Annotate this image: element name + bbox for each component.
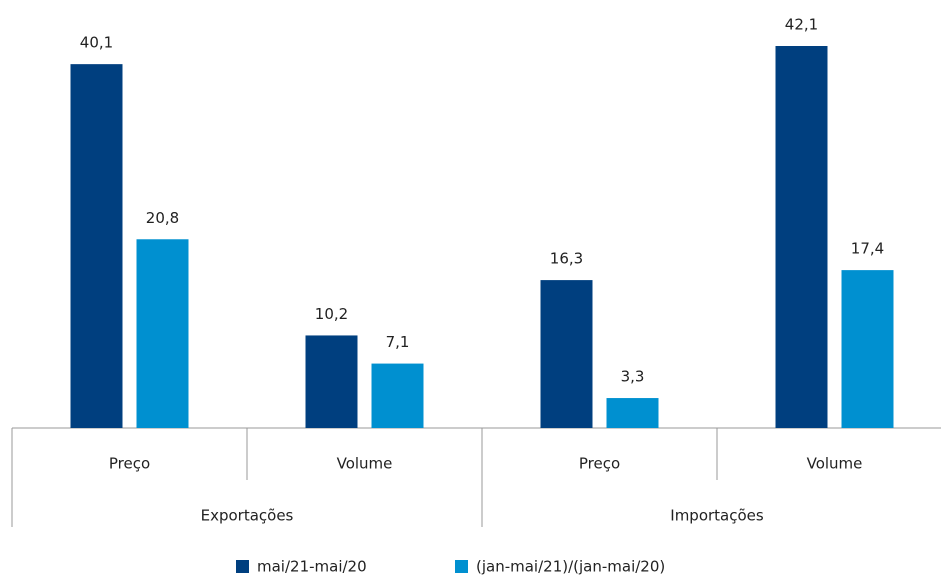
data-label: 7,1 bbox=[386, 333, 410, 351]
data-label: 42,1 bbox=[785, 16, 818, 34]
bar bbox=[606, 398, 659, 428]
data-label: 17,4 bbox=[851, 240, 884, 258]
data-label: 10,2 bbox=[315, 305, 348, 323]
group-label: Exportações bbox=[201, 507, 294, 525]
x-tick-label: Preço bbox=[109, 455, 150, 473]
data-label: 40,1 bbox=[80, 34, 113, 52]
legend-label: (jan-mai/21)/(jan-mai/20) bbox=[476, 558, 665, 576]
bar bbox=[305, 335, 358, 428]
bar bbox=[841, 270, 894, 428]
bar bbox=[136, 239, 189, 428]
x-tick-label: Volume bbox=[337, 455, 393, 473]
legend-label: mai/21-mai/20 bbox=[257, 558, 367, 576]
data-label: 16,3 bbox=[550, 250, 583, 268]
x-tick-label: Preço bbox=[579, 455, 620, 473]
bar bbox=[540, 280, 593, 428]
x-tick-label: Volume bbox=[807, 455, 863, 473]
bar bbox=[371, 363, 424, 428]
bar bbox=[70, 64, 123, 428]
legend-swatch bbox=[236, 560, 249, 573]
legend-swatch bbox=[455, 560, 468, 573]
bar bbox=[775, 46, 828, 428]
data-label: 3,3 bbox=[621, 368, 645, 386]
data-label: 20,8 bbox=[146, 209, 179, 227]
group-label: Importações bbox=[670, 507, 764, 525]
